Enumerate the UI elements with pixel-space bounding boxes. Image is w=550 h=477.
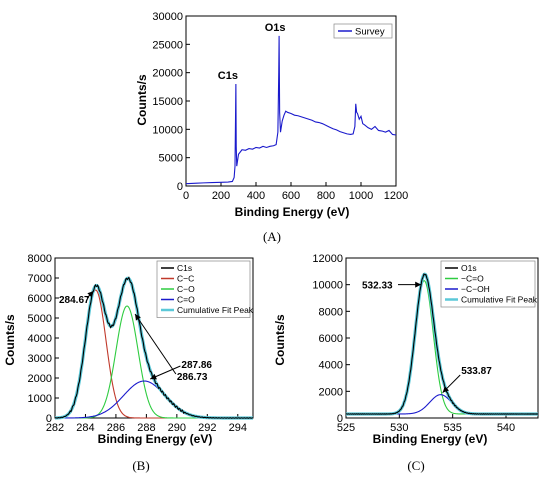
panel-b-arrowhead-286-73 bbox=[135, 314, 141, 321]
panel-b-legend-label: C1s bbox=[177, 263, 192, 273]
panel-c-x-tick-label: 535 bbox=[443, 422, 461, 434]
panel-b: 282 284 286 288 290 292 294 0 1000 2000 3000 4000 50… bbox=[3, 253, 254, 473]
panel-a-c1s-label: C1s bbox=[218, 70, 238, 82]
panel-a-legend-label: Survey bbox=[355, 27, 385, 38]
panel-a-x-axis-label: Binding Energy (eV) bbox=[235, 205, 350, 219]
panel-a-x-tick-label: 1200 bbox=[384, 190, 408, 202]
panel-a: 0 200 400 600 800 1000 1200 0 5000 10000 15000 2000… bbox=[135, 11, 408, 244]
panel-b-y-axis-label: Counts/s bbox=[3, 314, 17, 366]
panel-c-arrowhead-533-87 bbox=[442, 386, 449, 393]
panel-a-x-tick-label: 400 bbox=[247, 190, 265, 202]
panel-b-arrowhead-287-86 bbox=[150, 373, 157, 380]
panel-c-ann-532-33: 532.33 bbox=[362, 281, 393, 292]
panel-b-arrow-286-73 bbox=[134, 313, 177, 375]
panel-c-label: (C) bbox=[407, 458, 424, 473]
panel-c-x-tick-label: 525 bbox=[337, 422, 355, 434]
panel-a-y-tick-label: 20000 bbox=[152, 68, 183, 80]
panel-b-x-tick-label: 282 bbox=[46, 422, 64, 434]
panel-c-y-tick-label: 6000 bbox=[319, 333, 343, 345]
panel-a-y-tick-label: 15000 bbox=[152, 96, 183, 108]
panel-b-y-tick-label: 4000 bbox=[28, 333, 52, 345]
panel-b-y-tick-label: 1000 bbox=[28, 393, 52, 405]
panel-b-y-tick-label: 0 bbox=[46, 413, 52, 425]
panel-b-legend-label: C−C bbox=[177, 274, 194, 284]
panel-b-label: (B) bbox=[132, 458, 149, 473]
panel-b-ann-287-86: 287.86 bbox=[181, 360, 212, 371]
panel-b-x-tick-label: 290 bbox=[168, 422, 186, 434]
panel-c-y-tick-label: 0 bbox=[337, 413, 343, 425]
panel-c: 525 530 535 540 0 2000 4000 6000 8000 10000 12000 O… bbox=[273, 253, 539, 473]
panel-a-y-axis-label: Counts/s bbox=[135, 74, 149, 126]
panel-b-legend-label: C−O bbox=[177, 284, 195, 294]
panel-b-y-tick-label: 8000 bbox=[28, 253, 52, 265]
panel-a-plot-area: 0 200 400 600 800 1000 1200 0 5000 10000 15000 2000… bbox=[152, 11, 408, 202]
panel-c-plot-area: 525 530 535 540 0 2000 4000 6000 8000 10000 12000 O… bbox=[312, 253, 539, 434]
panel-b-ann-286-73: 286.73 bbox=[177, 372, 208, 383]
panel-c-x-axis-label: Binding Energy (eV) bbox=[373, 432, 488, 446]
panel-c-x-tick-label: 530 bbox=[390, 422, 408, 434]
panel-c-legend-label: O1s bbox=[461, 263, 477, 273]
panel-a-legend-box bbox=[333, 23, 393, 39]
panel-a-x-tick-label: 800 bbox=[317, 190, 335, 202]
panel-c-x-tick-label: 540 bbox=[497, 422, 515, 434]
panel-c-y-axis-label: Counts/s bbox=[273, 314, 287, 366]
panel-c-arrowhead-532-33 bbox=[415, 281, 422, 288]
panel-b-x-axis-label: Binding Energy (eV) bbox=[98, 432, 213, 446]
panel-c-legend-label: Cumulative Fit Peak bbox=[461, 295, 538, 305]
panel-b-y-tick-label: 2000 bbox=[28, 373, 52, 385]
panel-b-legend-label: Cumulative Fit Peak bbox=[177, 305, 254, 315]
panel-c-ann-533-87: 533.87 bbox=[461, 366, 492, 377]
panel-b-x-tick-label: 288 bbox=[137, 422, 155, 434]
panel-c-legend-label: −C=O bbox=[461, 274, 484, 284]
panel-a-survey-line bbox=[185, 35, 397, 185]
panel-b-x-tick-label: 286 bbox=[107, 422, 125, 434]
panel-a-y-tick-label: 25000 bbox=[152, 39, 183, 51]
panel-b-legend-label: C=O bbox=[177, 295, 195, 305]
panel-c-c-oh-peak bbox=[346, 394, 538, 415]
panel-a-o1s-label: O1s bbox=[265, 22, 286, 34]
panel-b-x-tick-label: 294 bbox=[229, 422, 247, 434]
panel-a-x-tick-label: 600 bbox=[282, 190, 300, 202]
panel-a-y-tick-label: 5000 bbox=[159, 153, 183, 165]
panel-b-y-tick-label: 7000 bbox=[28, 273, 52, 285]
panel-c-legend-label: −C−OH bbox=[461, 284, 490, 294]
panel-a-x-tick-label: 0 bbox=[183, 190, 189, 202]
panel-c-o1s-raw bbox=[345, 273, 539, 415]
panel-b-y-tick-label: 5000 bbox=[28, 313, 52, 325]
panel-a-y-tick-label: 30000 bbox=[152, 11, 183, 23]
panel-b-c-o-peak bbox=[55, 305, 253, 419]
panel-a-x-tick-label: 1000 bbox=[349, 190, 373, 202]
panel-b-arrowhead-284-67 bbox=[87, 291, 94, 298]
panel-a-y-tick-label: 10000 bbox=[152, 124, 183, 136]
panel-b-ann-284-67: 284.67 bbox=[59, 295, 90, 306]
panel-b-y-tick-label: 3000 bbox=[28, 353, 52, 365]
panel-a-label: (A) bbox=[263, 229, 281, 244]
panel-a-y-tick-label: 0 bbox=[177, 181, 183, 193]
panel-b-y-tick-label: 6000 bbox=[28, 293, 52, 305]
panel-b-plot-area: 282 284 286 288 290 292 294 0 1000 2000 3000 4000 50… bbox=[28, 253, 254, 434]
panel-a-frame bbox=[185, 15, 397, 187]
panel-c-y-tick-label: 10000 bbox=[312, 280, 343, 292]
panel-c-y-tick-label: 2000 bbox=[319, 386, 343, 398]
panel-c-y-tick-label: 4000 bbox=[319, 360, 343, 372]
panel-c-y-tick-label: 12000 bbox=[312, 253, 343, 265]
panel-b-x-tick-label: 292 bbox=[198, 422, 216, 434]
panel-a-x-tick-label: 200 bbox=[212, 190, 230, 202]
panel-b-x-tick-label: 284 bbox=[76, 422, 94, 434]
panel-c-y-tick-label: 8000 bbox=[319, 306, 343, 318]
